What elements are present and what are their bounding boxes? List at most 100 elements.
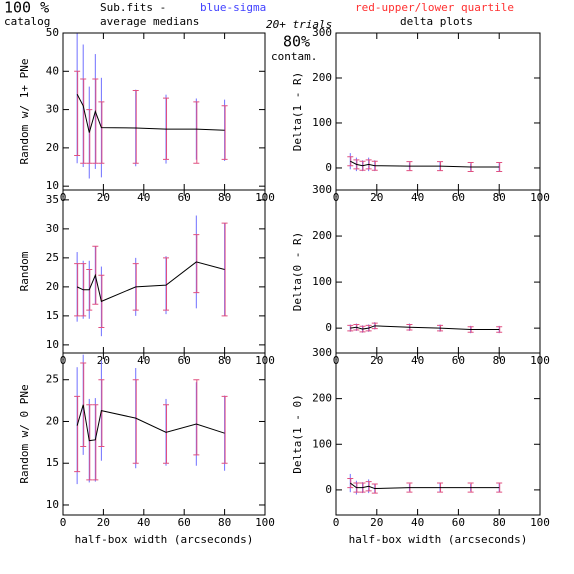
x-tick-label: 40 [137,354,150,367]
median-line [76,94,225,133]
y-tick-label: 35 [46,193,59,206]
x-tick-label: 20 [97,354,110,367]
y-axis-label: Random [18,251,31,291]
plot-area [74,33,228,179]
y-tick-label: 200 [312,392,332,405]
x-tick-label: 20 [370,516,383,529]
x-tick-label: 80 [218,354,231,367]
y-tick-label: 15 [46,456,59,469]
catalog-percent: 100 % [4,0,49,17]
x-tick-label: 60 [178,191,191,204]
x-tick-label: 60 [452,191,465,204]
quartile-bar [132,89,139,164]
plot-area [347,153,503,173]
median-line [349,482,500,490]
sigma-legend: blue-sigma [200,1,266,14]
y-tick-label: 0 [325,161,332,174]
quartile-bar [163,404,170,464]
y-axis-label: Delta(1 - R) [291,72,304,151]
quartile-bar [496,162,503,173]
quartile-bar [74,263,81,317]
median-line [76,404,225,442]
quartile-bar [193,101,200,164]
x-tick-label: 60 [178,354,191,367]
quartile-bar [80,78,87,164]
x-tick-label: 20 [370,191,383,204]
quartile-bar [496,326,503,333]
x-tick-label: 60 [452,516,465,529]
y-tick-label: 200 [312,71,332,84]
y-tick-label: 30 [46,103,59,116]
x-tick-label: 20 [97,516,110,529]
y-tick-label: 20 [46,280,59,293]
x-tick-label: 80 [493,354,506,367]
y-tick-label: 10 [46,179,59,192]
quartile-bar [221,105,228,160]
x-tick-label: 0 [60,516,67,529]
frame [62,189,266,354]
y-tick-label: 10 [46,338,59,351]
x-tick-label: 40 [137,516,150,529]
y-tick-label: 300 [312,26,332,39]
x-tick-label: 20 [97,191,110,204]
x-tick-label: 60 [452,354,465,367]
quartile-bar [92,78,99,164]
y-axis-label: Random w/ 1+ PNe [18,59,31,165]
catalog-label: catalog [4,15,50,28]
quartile-bar [221,222,228,317]
x-tick-label: 40 [411,354,424,367]
y-tick-label: 20 [46,414,59,427]
medians-label: average medians [100,15,199,28]
quartile-bar [193,234,200,294]
quartile-bar [86,109,93,164]
plot-area [74,354,228,485]
plot-area [74,215,228,337]
y-tick-label: 50 [46,26,59,39]
y-tick-label: 30 [46,222,59,235]
quartile-bar [86,404,93,481]
plot-area [347,473,503,495]
x-tick-label: 80 [218,191,231,204]
y-tick-label: 0 [325,321,332,334]
y-tick-label: 15 [46,309,59,322]
x-tick-label: 80 [493,191,506,204]
quartile-legend: red-upper/lower quartile [355,1,514,14]
quartile-bar [221,395,228,464]
y-tick-label: 25 [46,373,59,386]
frame [62,32,266,191]
x-tick-label: 60 [178,516,191,529]
quartile-bar [74,395,81,473]
y-tick-label: 10 [46,498,59,511]
quartile-bar [92,404,99,481]
median-line [350,160,500,168]
quartile-bar [193,379,200,456]
contam-percent: 80% [283,33,310,51]
quartile-bar [98,101,105,164]
x-axis-label: half-box width (arcseconds) [349,533,528,546]
x-tick-label: 100 [530,516,550,529]
quartile-bar [98,379,105,448]
x-tick-label: 40 [411,191,424,204]
y-tick-label: 40 [46,64,59,77]
y-axis-label: Delta(0 - R) [291,232,304,311]
x-tick-label: 100 [255,516,275,529]
median-line [350,325,500,331]
median-line [76,261,225,303]
plot-area [347,322,503,334]
x-axis-label: half-box width (arcseconds) [75,533,254,546]
contam-label: contam. [271,50,317,63]
y-axis-label: Delta(1 - 0) [291,394,304,473]
y-tick-label: 100 [312,437,332,450]
y-tick-label: 300 [312,346,332,359]
y-tick-label: 100 [312,116,332,129]
y-axis-label: Random w/ 0 PNe [18,384,31,483]
y-tick-label: 20 [46,141,59,154]
y-tick-label: 0 [325,483,332,496]
quartile-bar [132,379,139,464]
x-tick-label: 40 [137,191,150,204]
y-tick-label: 300 [312,183,332,196]
x-tick-label: 40 [411,516,424,529]
x-tick-label: 0 [333,516,340,529]
